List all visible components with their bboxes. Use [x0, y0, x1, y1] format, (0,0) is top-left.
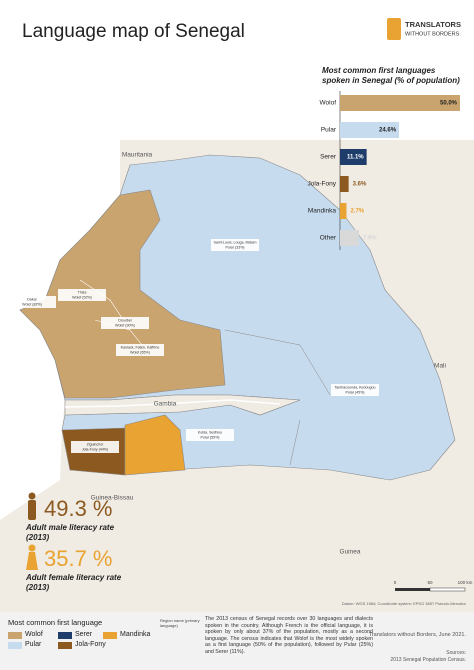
datum: Datum: WGS 1984; Coordinate system: EPSG…	[342, 601, 467, 606]
scale-bar	[395, 588, 430, 591]
legend: Wolof Pular Serer Jola-Fony Mandinka	[8, 631, 168, 668]
bar	[340, 95, 460, 111]
region-border	[224, 329, 331, 466]
literacy-label: Adult female literacy rate	[25, 573, 122, 582]
legend-label: Serer	[75, 631, 93, 638]
country-label: Guinea	[340, 549, 361, 556]
map: Language map of Senegal TRANSLATORS WITH…	[0, 18, 474, 612]
legend-label: Wolof	[25, 631, 43, 638]
literacy-label: Adult male literacy rate	[25, 523, 115, 532]
legend-label: Jola-Fony	[75, 641, 106, 648]
male-icon	[28, 500, 36, 520]
bar	[340, 230, 359, 246]
legend-swatch	[103, 632, 117, 639]
region-label-box	[8, 296, 56, 308]
bar	[340, 122, 400, 138]
country-label: Mali	[434, 363, 446, 370]
legend-swatch	[8, 632, 22, 639]
sources-text: 2013 Senegal Population Census.	[390, 657, 466, 663]
logo-text: WITHOUT BORDERS	[405, 31, 460, 37]
literacy-year: (2013)	[26, 533, 49, 542]
category-label: Mandinka	[308, 208, 337, 215]
region-language: Wolof (65%)	[130, 350, 150, 354]
scale-bar	[429, 587, 466, 592]
male-icon	[28, 492, 36, 500]
body-text: The 2013 census of Senegal records over …	[205, 616, 373, 655]
country-label: Gambia	[154, 401, 177, 408]
female-icon	[28, 544, 36, 552]
legend-swatch	[58, 632, 72, 639]
region-language: Wolof (82%)	[22, 302, 42, 306]
value-label: 11.1%	[347, 155, 364, 161]
region-language: Pular (45%)	[346, 390, 365, 394]
scale-label: 100 km	[458, 580, 473, 585]
region-name: Saint-Louis, Louga, Matam	[214, 240, 257, 244]
category-label: Jola-Fony	[307, 181, 336, 188]
value-label: 2.7%	[350, 209, 364, 215]
legend-title: Most common first language	[8, 618, 103, 627]
region-language: Jola-Fony (44%)	[82, 447, 108, 451]
region-label-box	[116, 344, 164, 356]
literacy-value: 49.3 %	[44, 496, 113, 521]
region-name: Tambacounda, Kedougou	[335, 385, 376, 389]
sources: Sources:	[446, 650, 466, 656]
scale-label: 0	[394, 580, 397, 585]
top-area	[140, 60, 474, 140]
region-name: Kolda, Sedhiou	[198, 430, 222, 434]
credit: Translators without Borders, June 2021.	[368, 632, 466, 638]
value-label: 3.6%	[353, 182, 367, 188]
region-label-box	[71, 441, 119, 453]
gambia	[64, 394, 301, 416]
value-label: 7.9%	[363, 236, 377, 242]
region-wolof	[19, 189, 226, 399]
value-label: 24.6%	[379, 128, 397, 134]
region-name: Kaolack, Fatick, Kaffrine	[121, 345, 160, 349]
chart-title: Most common first languages spoken in Se…	[322, 66, 460, 85]
region-name: Dakar	[27, 297, 37, 301]
legend-swatch	[8, 642, 22, 649]
region-language: Wolof (52%)	[72, 295, 92, 299]
literacy-value: 35.7 %	[44, 546, 113, 571]
region-label-box	[186, 429, 234, 441]
region-label-box	[331, 384, 379, 396]
literacy-year: (2013)	[26, 583, 49, 592]
bar	[340, 149, 367, 165]
region-name: Ziguinchor	[87, 442, 105, 446]
title: Language map of Senegal	[22, 21, 245, 42]
legend-label: Mandinka	[120, 631, 151, 638]
country-label: Mauritania	[122, 152, 153, 159]
scale-label: 50	[427, 580, 433, 585]
category-label: Pular	[321, 127, 337, 134]
region-note: Region name (primary language)	[160, 618, 200, 628]
region-label-box	[211, 239, 259, 251]
region-name: Thiès	[78, 290, 87, 294]
bar	[340, 176, 349, 192]
region-mandinka	[124, 414, 186, 476]
region-name: Diourbel	[118, 318, 132, 322]
bar	[340, 203, 347, 219]
region-label-box	[58, 289, 106, 301]
category-label: Serer	[320, 154, 337, 161]
logo-text: TRANSLATORS	[405, 20, 461, 29]
river	[64, 399, 281, 408]
legend-swatch	[58, 642, 72, 649]
category-label: Wolof	[320, 100, 337, 107]
category-label: Other	[320, 235, 337, 242]
logo-icon	[387, 18, 401, 40]
region-language: Wolof (90%)	[115, 323, 135, 327]
footer: Most common first language Wolof Pular Ser…	[0, 612, 474, 670]
country-label: Guinea-Bissau	[91, 495, 134, 502]
female-icon	[26, 552, 38, 570]
value-label: 50.0%	[440, 101, 458, 107]
region-language: Pular (55%)	[201, 435, 220, 439]
region-label-box	[101, 317, 149, 329]
region-language: Pular (33%)	[226, 245, 245, 249]
legend-label: Pular	[25, 641, 42, 648]
